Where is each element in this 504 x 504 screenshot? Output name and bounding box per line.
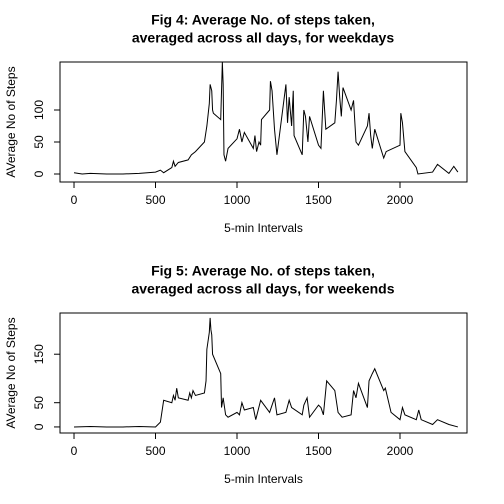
chart-title: averaged across all days, for weekends — [131, 281, 394, 297]
y-tick-label: 50 — [32, 135, 46, 149]
x-tick-label: 0 — [71, 444, 78, 458]
y-tick-label: 150 — [32, 344, 46, 364]
x-tick-label: 2000 — [387, 444, 414, 458]
plot-box — [59, 61, 468, 183]
chart-title: averaged across all days, for weekdays — [132, 30, 394, 46]
x-tick-label: 2000 — [387, 193, 414, 207]
x-tick-label: 0 — [71, 193, 78, 207]
x-tick-label: 500 — [145, 193, 165, 207]
chart-title: Fig 4: Average No. of steps taken, — [151, 12, 375, 28]
y-axis-label: AVerage No of Steps — [4, 66, 18, 177]
x-axis-label: 5-min Intervals — [224, 472, 303, 486]
chart-title: Fig 5: Average No. of steps taken, — [151, 263, 375, 279]
y-tick-label: 0 — [32, 170, 46, 177]
y-tick-label: 100 — [32, 100, 46, 120]
data-line — [74, 317, 459, 428]
x-axis-label: 5-min Intervals — [224, 221, 303, 235]
x-tick-label: 1000 — [224, 193, 251, 207]
y-axis-label: AVerage No of Steps — [4, 317, 18, 428]
data-line — [73, 61, 459, 175]
y-tick-label: 0 — [32, 423, 46, 430]
x-tick-label: 1000 — [224, 444, 251, 458]
x-tick-label: 1500 — [305, 193, 332, 207]
x-tick-label: 1500 — [305, 444, 332, 458]
y-tick-label: 50 — [32, 396, 46, 410]
x-tick-label: 500 — [145, 444, 165, 458]
